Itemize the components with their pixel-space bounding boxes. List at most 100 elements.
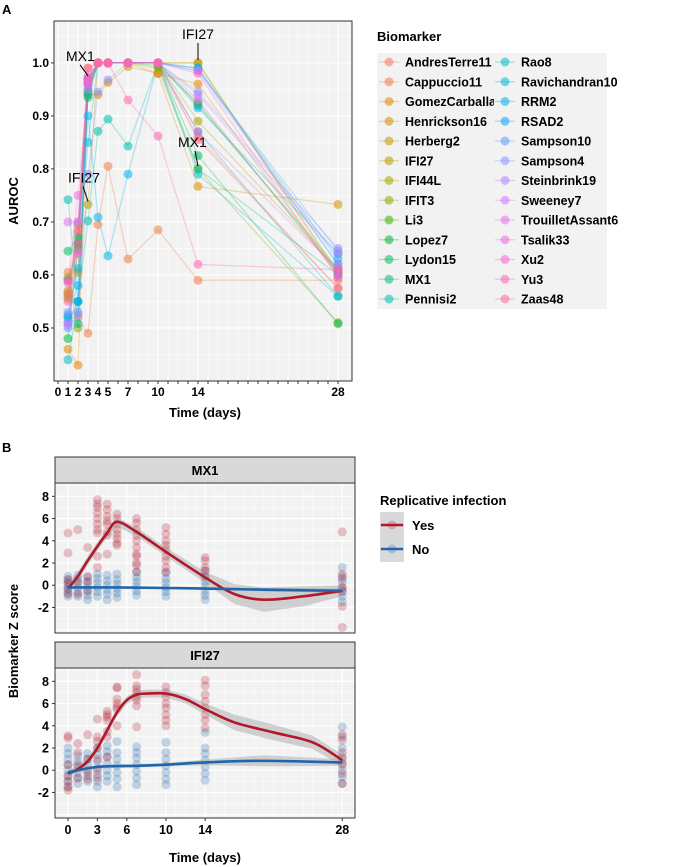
y-tick-label: 4 <box>42 719 49 733</box>
data-point-yes <box>73 773 83 783</box>
data-point-no <box>73 751 83 761</box>
data-point-yes <box>200 556 210 566</box>
legend-item: Pennisi2 <box>378 290 456 308</box>
y-tick-label: 6 <box>42 512 49 526</box>
x-tick-label: 28 <box>335 823 349 837</box>
data-point-Zaas48 <box>83 63 93 73</box>
data-point-no <box>83 776 93 786</box>
data-point-yes <box>83 571 93 581</box>
data-point-yes <box>337 622 347 632</box>
data-point-TrouilletAssant6 <box>193 95 203 105</box>
data-point-yes <box>161 529 171 539</box>
data-point-Rao8 <box>63 355 73 365</box>
data-point-no <box>112 747 122 757</box>
legend-label: AndresTerre11 <box>405 56 492 70</box>
data-point-yes <box>63 785 73 795</box>
data-point-no <box>92 587 102 597</box>
data-point-TrouilletAssant6 <box>63 217 73 227</box>
data-point-no <box>132 747 142 757</box>
data-point-yes <box>337 574 347 584</box>
y-tick-label: 8 <box>42 490 49 504</box>
data-point-yes <box>102 499 112 509</box>
data-point-no <box>132 590 142 600</box>
data-point-RRM2 <box>93 212 103 222</box>
data-point-yes <box>161 721 171 731</box>
data-point-yes <box>92 714 102 724</box>
legend-key-point <box>500 255 510 264</box>
data-point-no <box>112 592 122 602</box>
x-tick-label: 2 <box>75 385 82 399</box>
data-point-yes <box>102 519 112 529</box>
data-point-GomezCarballa3 <box>63 344 73 354</box>
data-point-yes <box>63 589 73 599</box>
data-point-Lydon15 <box>333 319 343 329</box>
data-point-no <box>200 743 210 753</box>
data-point-Sweeney7 <box>63 318 73 328</box>
legend-label: Sampson10 <box>521 135 591 149</box>
y-tick-label: 2 <box>42 557 49 571</box>
data-point-no <box>337 722 347 732</box>
data-point-no <box>102 752 112 762</box>
x-tick-label: 3 <box>85 385 92 399</box>
legend-item: AndresTerre11 <box>378 53 492 71</box>
data-point-yes <box>63 760 73 770</box>
legend-label: RSAD2 <box>521 115 563 129</box>
data-point-no <box>112 588 122 598</box>
data-point-yes <box>337 730 347 740</box>
data-point-yes <box>63 548 73 558</box>
legend-item: TrouilletAssant6 <box>494 211 618 229</box>
data-point-no <box>63 782 73 792</box>
x-tick-label: 3 <box>94 823 101 837</box>
legend-item: Henrickson16 <box>378 112 487 131</box>
legend-item: RSAD2 <box>494 112 563 131</box>
x-tick-label: 5 <box>105 385 112 399</box>
legend-key-point <box>500 77 510 87</box>
data-point-no <box>83 595 93 605</box>
data-point-no <box>102 589 112 599</box>
data-point-yes <box>112 534 122 544</box>
data-point-no <box>92 591 102 601</box>
data-point-no <box>132 753 142 763</box>
data-point-yes <box>102 715 112 725</box>
y-tick-label: 0 <box>42 764 49 778</box>
data-point-yes <box>112 721 122 731</box>
data-point-yes <box>63 731 73 741</box>
x-tick-label: 14 <box>198 823 212 837</box>
annotation-pointer <box>82 186 89 202</box>
data-point-no <box>73 756 83 766</box>
data-point-Cappuccio11 <box>103 161 113 171</box>
data-point-Yu3 <box>73 249 83 259</box>
data-point-yes <box>102 710 112 720</box>
y-tick-label: 0.9 <box>32 109 49 123</box>
y-tick-label: 8 <box>42 675 49 689</box>
data-point-GomezCarballa3 <box>73 360 83 370</box>
data-point-GomezCarballa3 <box>193 79 203 89</box>
data-point-IFI27 <box>83 199 93 209</box>
data-point-yes <box>112 694 122 704</box>
data-point-no <box>112 569 122 579</box>
data-point-Sampson4 <box>63 307 73 317</box>
data-point-yes <box>132 722 142 732</box>
data-point-no <box>92 578 102 588</box>
data-point-yes <box>92 499 102 509</box>
smooth-line-yes <box>67 691 343 775</box>
legend-key-point <box>384 136 394 146</box>
data-point-yes <box>92 754 102 764</box>
data-point-no <box>337 571 347 581</box>
data-point-yes <box>112 514 122 524</box>
data-point-Sampson4 <box>103 75 113 85</box>
legend-key-point <box>384 77 394 87</box>
y-tick-label: 0.5 <box>32 321 49 335</box>
legend-label: Ravichandran10 <box>521 75 618 89</box>
data-point-yes <box>73 589 83 599</box>
x-tick-label: 6 <box>123 823 130 837</box>
data-point-yes <box>112 682 122 692</box>
annotation-label: IFI27 <box>68 169 100 185</box>
annotation-label: IFI27 <box>182 26 214 42</box>
y-tick-label: 2 <box>42 742 49 756</box>
legend-label: Tsalik33 <box>521 233 569 247</box>
data-point-no <box>132 572 142 582</box>
legend-item: GomezCarballa3 <box>378 92 503 111</box>
data-point-Tsalik33 <box>73 190 83 200</box>
data-point-yes <box>63 776 73 786</box>
